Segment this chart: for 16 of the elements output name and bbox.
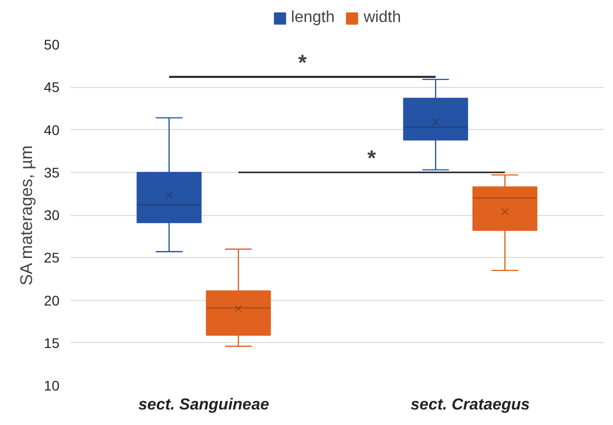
y-tick-label: 30 [44, 207, 60, 223]
y-axis-title: SA materages, µm [16, 145, 36, 286]
annotation: * [298, 50, 308, 76]
legend-label: width [364, 9, 401, 27]
y-tick-label: 50 [44, 36, 60, 52]
annotation: * [367, 146, 376, 171]
y-tick-label: 35 [44, 164, 60, 180]
x-tick-label: sect. Crataegus [410, 396, 530, 414]
legend-label: length [291, 9, 335, 27]
y-tick-label: 20 [44, 292, 60, 308]
y-tick-label: 45 [44, 79, 60, 96]
y-tick-label: 40 [44, 122, 60, 138]
y-tick-label: 10 [44, 378, 60, 394]
y-tick-label: 15 [44, 334, 60, 351]
y-tick-label: 25 [44, 250, 60, 266]
x-tick-label: sect. Sanguineae [138, 396, 270, 414]
